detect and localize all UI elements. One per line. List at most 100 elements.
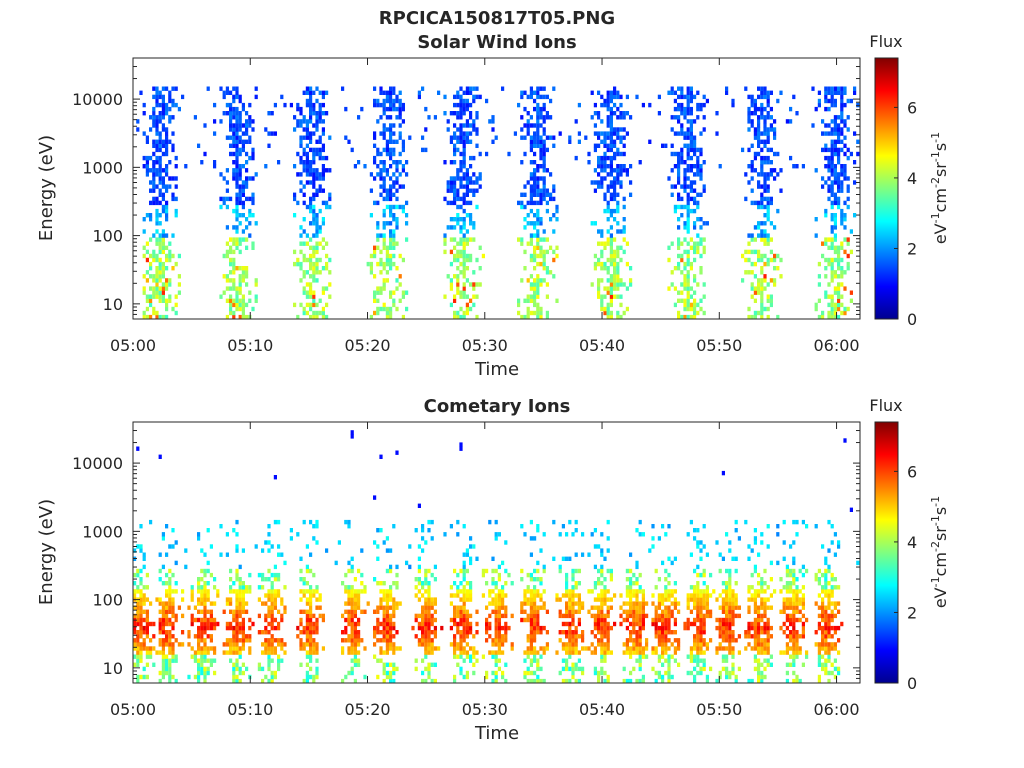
heatmap-cell	[523, 314, 527, 320]
heatmap-cell	[776, 266, 780, 271]
heatmap-cell	[593, 646, 597, 651]
heatmap-cell	[661, 143, 665, 148]
heatmap-cell	[267, 646, 271, 651]
heatmap-cell	[549, 217, 553, 222]
heatmap-cell	[152, 115, 156, 120]
heatmap-cell	[385, 94, 389, 100]
heatmap-cell	[389, 90, 393, 95]
heatmap-cell	[459, 638, 463, 643]
heatmap-cell	[145, 270, 149, 275]
heatmap-cell	[459, 241, 463, 246]
heatmap-cell	[763, 90, 767, 95]
heatmap-cell	[670, 86, 674, 91]
heatmap-cell	[609, 111, 613, 116]
heatmap-cell	[542, 151, 546, 157]
heatmap-cell	[677, 119, 681, 124]
heatmap-cell	[635, 94, 639, 100]
heatmap-cell	[696, 302, 700, 308]
heatmap-cell	[520, 609, 524, 614]
heatmap-cell	[475, 131, 479, 136]
heatmap-cell	[392, 290, 396, 295]
heatmap-cell	[161, 298, 165, 303]
heatmap-cell	[171, 621, 175, 627]
heatmap-cell	[593, 528, 597, 533]
heatmap-cell	[389, 290, 393, 295]
heatmap-cell	[472, 237, 476, 242]
heatmap-cell	[539, 217, 543, 222]
heatmap-cell	[456, 662, 460, 667]
heatmap-cell	[536, 674, 540, 680]
heatmap-cell	[312, 160, 316, 165]
heatmap-cell	[469, 217, 473, 222]
heatmap-cell	[769, 302, 773, 308]
heatmap-cell	[213, 601, 217, 606]
heatmap-cell	[600, 552, 604, 557]
heatmap-cell	[773, 131, 777, 136]
heatmap-cell	[165, 102, 169, 108]
heatmap-cell	[161, 613, 165, 619]
heatmap-cell	[238, 192, 242, 197]
heatmap-cell	[424, 597, 428, 602]
heatmap-cell	[465, 294, 469, 299]
heatmap-cell	[341, 630, 345, 635]
heatmap-cell	[392, 139, 396, 144]
heatmap-cell	[597, 642, 601, 647]
heatmap-cell	[168, 589, 172, 594]
heatmap-cell	[561, 621, 565, 627]
heatmap-cell	[273, 605, 277, 610]
heatmap-cell	[705, 221, 709, 226]
heatmap-cell	[139, 617, 143, 623]
heatmap-cell	[533, 233, 537, 238]
heatmap-cell	[469, 102, 473, 108]
heatmap-cell	[385, 625, 389, 631]
heatmap-cell	[670, 589, 674, 594]
heatmap-cell	[238, 601, 242, 606]
heatmap-cell	[158, 261, 162, 267]
heatmap-cell	[680, 241, 684, 246]
heatmap-cell	[773, 257, 777, 263]
heatmap-cell	[209, 609, 213, 614]
heatmap-cell	[142, 274, 146, 279]
heatmap-cell	[165, 139, 169, 144]
heatmap-cell	[638, 609, 642, 614]
heatmap-cell	[677, 106, 681, 112]
heatmap-cell	[453, 650, 457, 655]
heatmap-cell	[369, 314, 373, 320]
heatmap-cell	[161, 266, 165, 271]
heatmap-cell	[840, 127, 844, 132]
heatmap-cell	[613, 294, 617, 299]
heatmap-cell	[497, 625, 501, 631]
heatmap-cell	[449, 593, 453, 598]
heatmap-cell	[510, 613, 514, 619]
heatmap-cell	[769, 278, 773, 283]
heatmap-cell	[654, 617, 658, 623]
heatmap-cell	[190, 593, 194, 598]
heatmap-cell	[696, 581, 700, 586]
heatmap-cell	[165, 609, 169, 614]
heatmap-cell	[312, 213, 316, 218]
heatmap-cell	[254, 282, 258, 287]
heatmap-cell	[609, 278, 613, 283]
heatmap-cell	[449, 135, 453, 140]
heatmap-cell	[382, 581, 386, 586]
heatmap-cell	[462, 90, 466, 95]
heatmap-cell	[385, 601, 389, 606]
heatmap-cell	[312, 204, 316, 210]
heatmap-cell	[379, 102, 383, 108]
heatmap-cell	[344, 609, 348, 614]
heatmap-cell	[776, 314, 780, 320]
heatmap-cell	[814, 217, 818, 222]
heatmap-cell	[235, 589, 239, 594]
heatmap-cell	[225, 90, 229, 95]
heatmap-cell	[462, 245, 466, 250]
heatmap-cell	[315, 98, 319, 104]
heatmap-cell	[433, 597, 437, 602]
heatmap-cell	[465, 266, 469, 271]
heatmap-cell	[661, 617, 665, 623]
heatmap-cell	[824, 180, 828, 185]
heatmap-cell	[453, 298, 457, 303]
heatmap-cell	[165, 601, 169, 606]
heatmap-cell	[453, 245, 457, 250]
heatmap-cell	[235, 568, 239, 574]
heatmap-cell	[693, 528, 697, 533]
